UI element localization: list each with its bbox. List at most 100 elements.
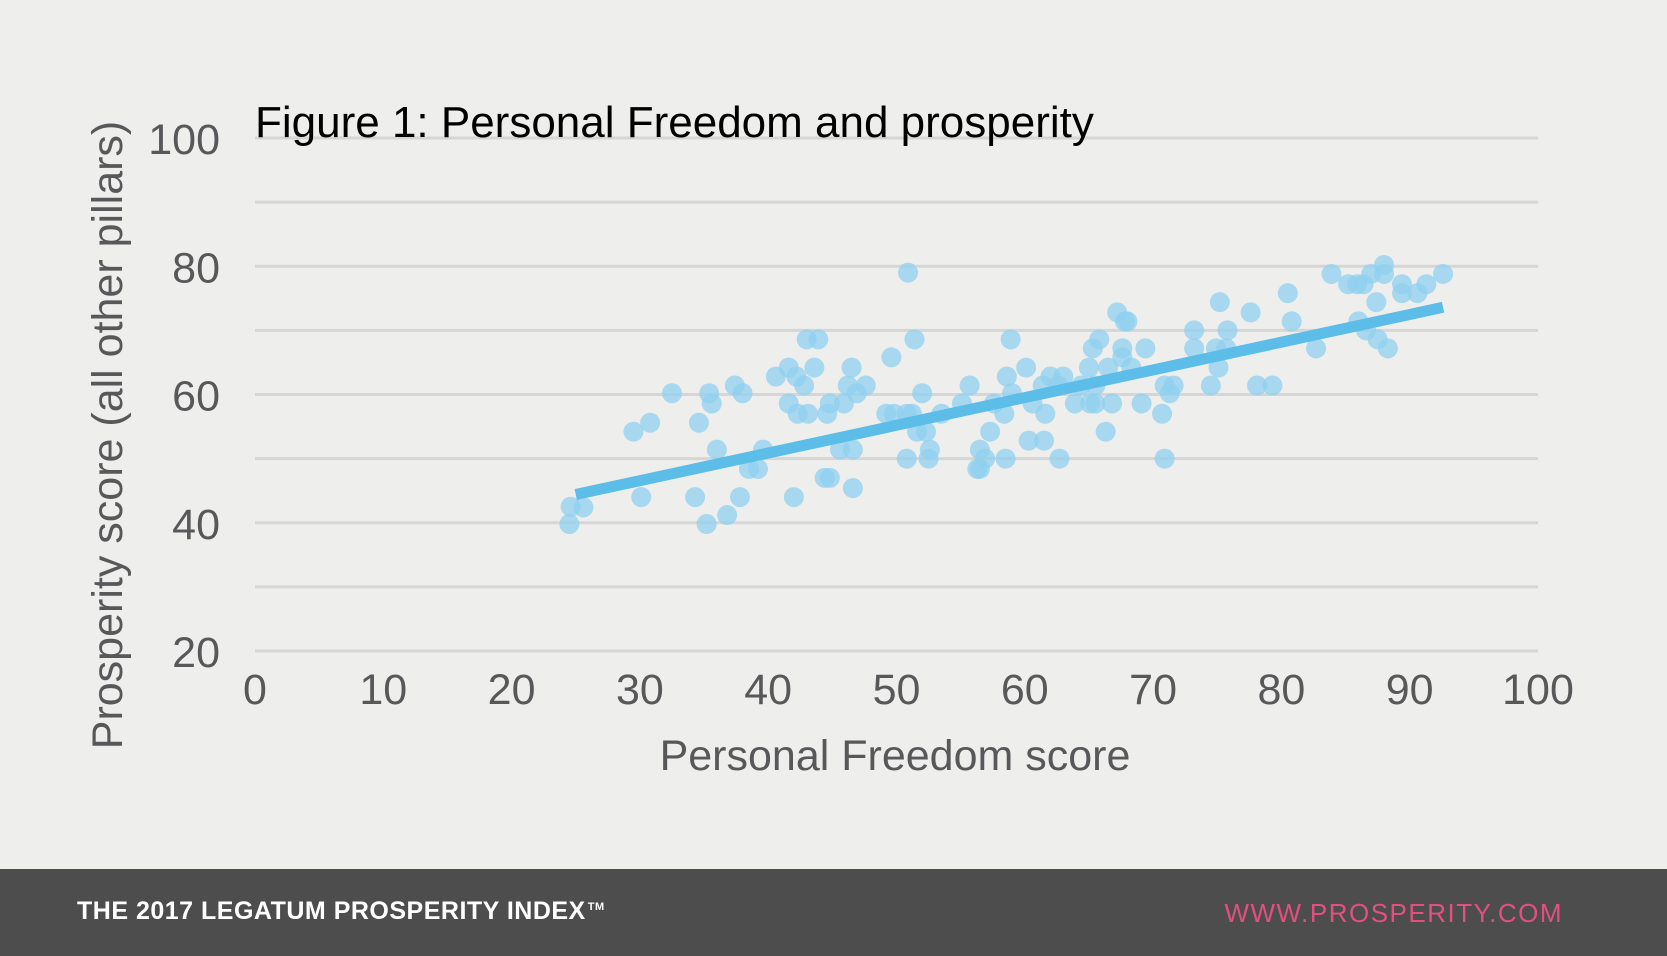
data-point	[1184, 338, 1205, 359]
data-point	[623, 421, 644, 442]
data-point	[1016, 357, 1037, 378]
data-point	[1277, 283, 1298, 304]
data-point	[1152, 403, 1173, 424]
data-point	[1366, 292, 1387, 313]
scatter-chart: 20 40 60 80 100 0 10 20 30 40 50 60 70 80 90 100 Figur…	[84, 98, 1574, 780]
data-point	[919, 439, 940, 460]
data-point	[1247, 375, 1268, 396]
x-tick-label: 90	[1386, 666, 1434, 714]
x-tick-label: 50	[873, 666, 921, 714]
x-tick-label: 60	[1001, 666, 1049, 714]
data-point	[1281, 311, 1302, 332]
data-point	[1377, 338, 1398, 359]
data-point	[912, 383, 933, 404]
y-tick-label: 60	[172, 373, 220, 421]
data-point	[559, 514, 580, 535]
data-point	[1018, 430, 1039, 451]
data-point	[1078, 357, 1099, 378]
data-point	[842, 439, 863, 460]
x-tick-label: 0	[243, 666, 267, 714]
data-point	[1163, 375, 1184, 396]
data-point	[1209, 292, 1230, 313]
data-point	[1200, 375, 1221, 396]
data-point	[1117, 311, 1138, 332]
x-tick-label: 80	[1257, 666, 1305, 714]
chart-title: Figure 1: Personal Freedom and prosperit…	[255, 98, 1094, 147]
data-point	[1053, 366, 1074, 387]
y-tick-label: 80	[172, 244, 220, 292]
y-axis-label: Prosperity score (all other pillars)	[84, 121, 132, 749]
data-point	[975, 448, 996, 469]
data-point	[661, 383, 682, 404]
data-point	[685, 487, 706, 508]
data-point	[1135, 338, 1156, 359]
data-point	[747, 458, 768, 479]
data-point	[996, 366, 1017, 387]
data-point	[706, 439, 727, 460]
data-point	[1131, 393, 1152, 414]
data-point	[808, 329, 829, 350]
y-axis-ticks: 20 40 60 80 100	[148, 116, 220, 677]
data-point	[1034, 430, 1055, 451]
data-point	[573, 497, 594, 518]
trend-line	[574, 301, 1445, 500]
data-point	[898, 262, 919, 283]
data-point	[1035, 403, 1056, 424]
data-point	[1102, 393, 1123, 414]
data-point	[688, 412, 709, 433]
data-point	[1240, 302, 1261, 323]
data-point	[904, 329, 925, 350]
data-point	[1208, 357, 1229, 378]
data-point	[804, 357, 825, 378]
data-point	[696, 514, 717, 535]
data-point	[1217, 320, 1238, 341]
data-point	[631, 487, 652, 508]
data-point	[1306, 338, 1327, 359]
footer-bar: THE 2017 LEGATUM PROSPERITY INDEX TM WWW.…	[0, 869, 1667, 956]
data-point	[1049, 448, 1070, 469]
y-tick-label: 20	[172, 629, 220, 677]
data-point	[881, 347, 902, 368]
trademark-symbol: TM	[587, 900, 605, 913]
data-point	[794, 375, 815, 396]
data-point	[819, 393, 840, 414]
data-point	[640, 412, 661, 433]
data-point	[1085, 393, 1106, 414]
x-tick-label: 30	[616, 666, 664, 714]
data-point	[916, 421, 937, 442]
x-axis-label: Personal Freedom score	[660, 732, 1131, 780]
x-tick-label: 70	[1129, 666, 1177, 714]
data-point	[980, 421, 1001, 442]
data-point	[995, 448, 1016, 469]
website-link[interactable]: WWW.PROSPERITY.COM	[1224, 898, 1563, 928]
data-point	[1321, 263, 1342, 284]
data-point	[1374, 263, 1395, 284]
data-point	[732, 383, 753, 404]
data-point	[783, 487, 804, 508]
data-point	[701, 393, 722, 414]
data-point	[1089, 329, 1110, 350]
data-point	[994, 403, 1015, 424]
data-point	[819, 467, 840, 488]
data-point	[1184, 320, 1205, 341]
data-point	[959, 375, 980, 396]
x-tick-label: 100	[1502, 666, 1574, 714]
data-point	[1154, 448, 1175, 469]
data-points	[559, 254, 1454, 535]
data-point	[1392, 283, 1413, 304]
brand-text: THE 2017 LEGATUM PROSPERITY INDEX	[77, 897, 586, 925]
y-tick-label: 100	[148, 116, 220, 164]
data-point	[1433, 263, 1454, 284]
data-point	[1000, 329, 1021, 350]
x-axis-ticks: 0 10 20 30 40 50 60 70 80 90 100	[243, 666, 1574, 714]
y-tick-label: 40	[172, 501, 220, 549]
data-point	[1416, 274, 1437, 295]
data-point	[855, 375, 876, 396]
gridlines	[255, 136, 1538, 653]
data-point	[1098, 357, 1119, 378]
data-point	[729, 487, 750, 508]
x-tick-label: 20	[488, 666, 536, 714]
data-point	[1262, 375, 1283, 396]
data-point	[797, 403, 818, 424]
